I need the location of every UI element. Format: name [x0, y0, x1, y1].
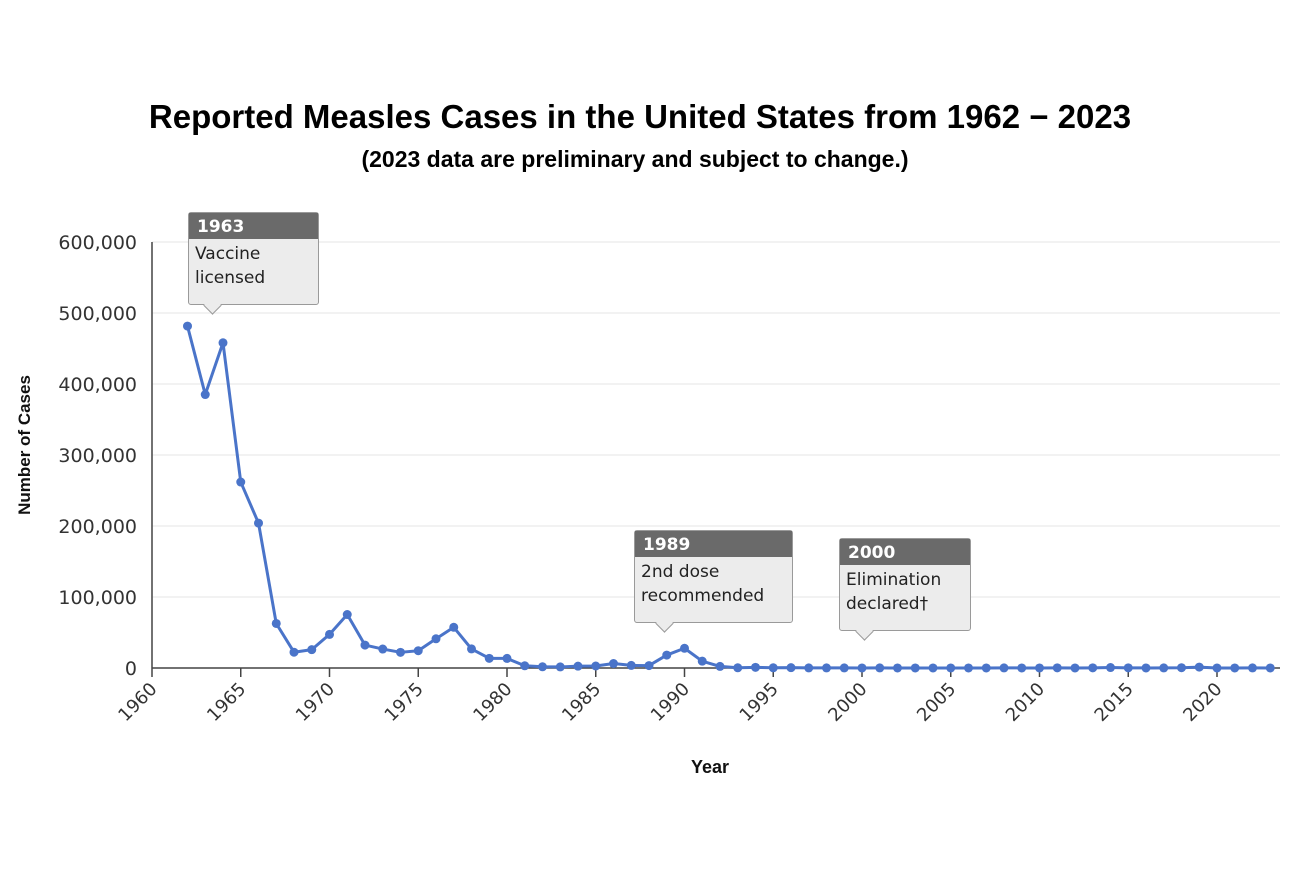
data-point	[467, 644, 476, 654]
data-point	[1194, 662, 1204, 672]
data-point	[325, 629, 334, 639]
data-point	[591, 661, 601, 671]
data-point	[609, 659, 618, 669]
data-point	[733, 663, 743, 673]
y-tick-label: 300,000	[58, 445, 137, 467]
data-point	[484, 653, 494, 663]
data-point	[520, 661, 530, 671]
data-point	[981, 663, 991, 673]
data-point	[662, 650, 672, 660]
data-point	[342, 610, 352, 620]
data-point	[555, 662, 565, 672]
x-tick-label: 1995	[736, 679, 783, 726]
data-point	[1106, 663, 1115, 673]
y-tick-label: 600,000	[58, 232, 137, 254]
annotation-vaccine-licensed: 1963 Vaccine licensed	[188, 212, 319, 315]
data-point	[271, 618, 281, 628]
data-point	[644, 661, 654, 671]
data-point	[502, 653, 512, 663]
x-tick-label: 2000	[824, 679, 871, 726]
annotation-year: 2000	[840, 539, 970, 565]
data-point	[964, 663, 973, 673]
data-point	[289, 647, 299, 657]
annotation-text-line: declared†	[846, 594, 929, 614]
x-tick-label: 2010	[1002, 679, 1049, 726]
x-tick-label: 1990	[647, 679, 694, 726]
data-point	[1017, 663, 1027, 673]
annotation-year: 1989	[635, 531, 792, 557]
data-point	[360, 640, 370, 650]
data-point	[1248, 663, 1257, 673]
data-point	[1123, 663, 1133, 673]
data-point	[431, 634, 441, 644]
y-tick-label: 400,000	[58, 374, 137, 396]
x-tick-label: 1965	[203, 679, 250, 726]
annotation-text-line: recommended	[641, 586, 765, 606]
x-tick-label: 1970	[292, 679, 339, 726]
data-point	[768, 663, 778, 673]
data-point	[1070, 663, 1080, 673]
data-point	[822, 663, 831, 673]
x-tick-label: 2020	[1179, 679, 1226, 726]
data-point	[715, 661, 725, 671]
data-point	[1052, 663, 1062, 673]
data-point	[449, 622, 459, 632]
data-point	[875, 663, 885, 673]
data-point	[910, 663, 920, 673]
data-point	[378, 644, 388, 654]
data-point	[893, 663, 902, 673]
data-point	[1159, 663, 1169, 673]
data-point	[573, 661, 583, 671]
data-point	[928, 663, 938, 673]
data-point	[804, 663, 814, 673]
data-point	[1088, 663, 1098, 673]
data-point	[680, 643, 689, 653]
data-point	[1141, 663, 1151, 673]
annotation-year: 1963	[189, 213, 318, 239]
annotation-elimination: 2000 Elimination declared†	[839, 538, 971, 641]
annotation-text-line: licensed	[195, 268, 266, 288]
data-point	[413, 646, 423, 656]
data-point	[200, 390, 210, 400]
x-tick-label: 2005	[913, 679, 960, 726]
data-point	[839, 663, 849, 673]
data-point	[1265, 663, 1275, 673]
x-tick-label: 1985	[558, 679, 605, 726]
x-axis-label: Year	[691, 757, 729, 777]
y-tick-label: 200,000	[58, 516, 137, 538]
x-tick-label: 1975	[381, 679, 428, 726]
data-point	[254, 518, 263, 528]
y-axis-label: Number of Cases	[15, 375, 34, 515]
data-point	[218, 338, 228, 348]
annotation-text-line: Elimination	[846, 570, 942, 590]
data-point	[999, 663, 1009, 673]
y-tick-label: 500,000	[58, 303, 137, 325]
x-tick-label: 2015	[1091, 679, 1138, 726]
data-point	[857, 663, 867, 673]
data-point	[236, 477, 246, 487]
x-tick-label: 1980	[469, 679, 516, 726]
data-point	[396, 647, 405, 657]
x-tick-label: 1960	[114, 679, 161, 726]
annotation-2nd-dose: 1989 2nd dose recommended	[634, 530, 793, 633]
chart-subtitle: (2023 data are preliminary and subject t…	[361, 146, 909, 172]
y-tick-label: 100,000	[58, 587, 137, 609]
y-tick-label: 0	[125, 658, 137, 680]
annotation-text-line: 2nd dose	[641, 562, 720, 582]
data-point	[786, 663, 796, 673]
data-point	[1035, 663, 1044, 673]
data-point	[697, 656, 707, 666]
data-point	[1230, 663, 1240, 673]
data-point	[751, 662, 760, 672]
data-point	[626, 660, 636, 670]
data-point	[538, 662, 547, 672]
annotation-text-line: Vaccine	[195, 244, 261, 264]
data-point	[1177, 663, 1186, 673]
data-point	[946, 663, 956, 673]
data-point	[1212, 663, 1222, 673]
data-point	[183, 321, 192, 331]
chart-title: Reported Measles Cases in the United Sta…	[148, 98, 1132, 135]
data-point	[307, 645, 317, 655]
